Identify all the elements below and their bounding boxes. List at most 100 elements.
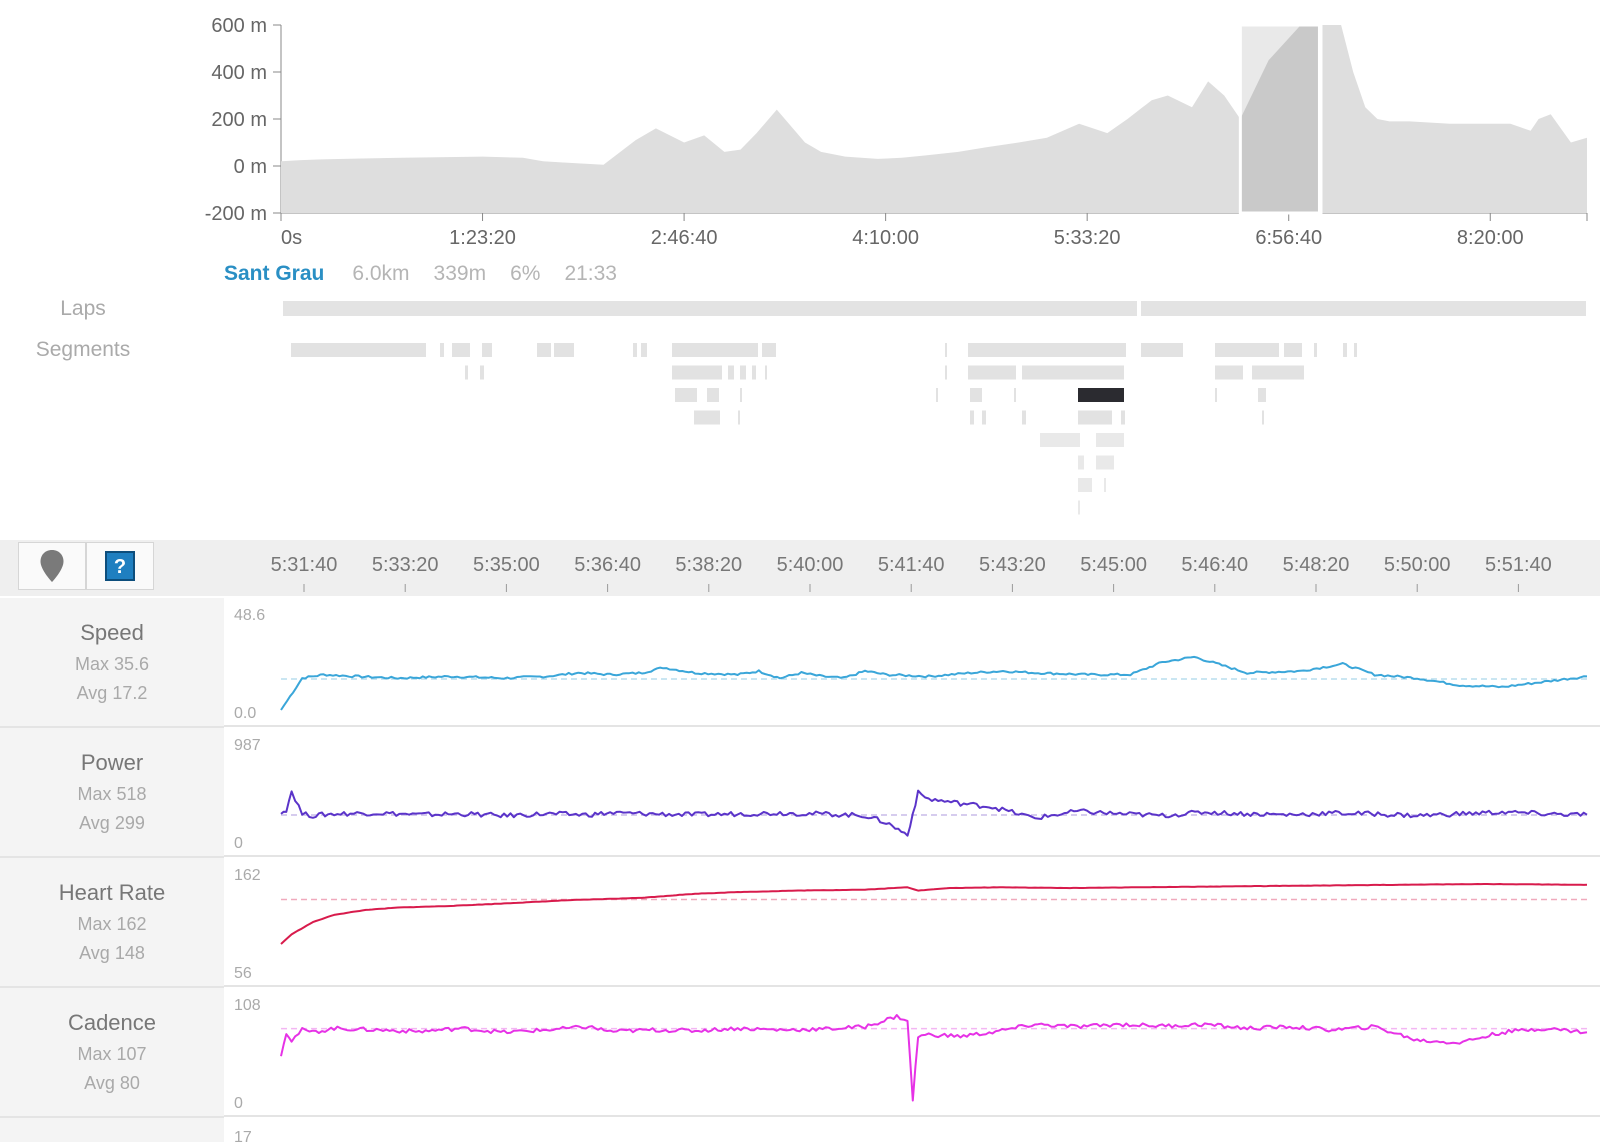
segment-name[interactable]: Sant Grau	[224, 262, 325, 285]
segment-bar[interactable]	[762, 343, 776, 357]
metric-max: Max 518	[77, 784, 147, 804]
y-tick-label: 600 m	[211, 15, 267, 37]
segment-bar[interactable]	[707, 388, 719, 402]
cadence-chart[interactable]: 108 0	[224, 988, 1600, 1117]
help-button[interactable]: ?	[86, 542, 154, 590]
x-tick-label: 4:10:00	[852, 227, 919, 249]
next-chart: 17	[224, 1118, 1600, 1142]
segment-bar[interactable]	[1215, 388, 1217, 402]
segments-track[interactable]	[291, 343, 1357, 515]
selected-segment-info: Sant Grau 6.0km 339m 6% 21:33	[224, 262, 641, 286]
segments-label: Segments	[35, 338, 131, 361]
segment-bar[interactable]	[1104, 478, 1106, 492]
segment-bar[interactable]	[452, 343, 470, 357]
segment-bar[interactable]	[1014, 388, 1016, 402]
help-icon: ?	[105, 551, 135, 581]
segment-bar[interactable]	[1343, 343, 1347, 357]
segment-bar[interactable]	[1022, 410, 1026, 425]
y-max-label: 17	[234, 1129, 252, 1142]
segment-bar[interactable]	[1354, 343, 1357, 357]
map-toggle-button[interactable]	[18, 542, 86, 590]
segment-bar[interactable]	[945, 343, 947, 357]
segment-bar[interactable]	[1096, 433, 1124, 447]
segment-bar[interactable]	[1262, 410, 1264, 425]
segment-bar[interactable]	[291, 343, 426, 357]
segment-bar[interactable]	[675, 388, 697, 402]
svg-text:?: ?	[114, 556, 126, 578]
segment-bar[interactable]	[1141, 343, 1183, 357]
segment-bar[interactable]	[1040, 433, 1080, 447]
metric-title: Speed	[80, 620, 144, 645]
power-chart[interactable]: 987 0	[224, 728, 1600, 857]
segment-bar[interactable]	[1078, 410, 1112, 425]
series-line[interactable]	[280, 789, 1588, 837]
laps-track[interactable]	[283, 301, 1586, 316]
segment-bar[interactable]	[482, 343, 492, 357]
segment-bar[interactable]	[936, 388, 938, 402]
stream-charts[interactable]: 5:31:40 5:33:20 5:35:00 5:36:40 5:38:20 5:40:…	[0, 540, 1600, 1142]
segment-bar[interactable]	[537, 343, 551, 357]
segment-bar[interactable]	[765, 365, 767, 380]
map-pin-icon	[40, 550, 64, 582]
segment-bar[interactable]	[633, 343, 637, 357]
time-tick-label: 5:46:40	[1181, 554, 1248, 576]
elevation-chart[interactable]: 600 m 400 m 200 m 0 m -200 m 0s 1:23:20 2:46:40…	[0, 0, 1600, 540]
segment-bar[interactable]	[672, 365, 722, 380]
metric-avg: Avg 80	[84, 1073, 140, 1093]
segment-bar[interactable]	[554, 343, 574, 357]
segment-bar-selected[interactable]	[1078, 388, 1124, 402]
segment-bar[interactable]	[945, 365, 947, 380]
speed-chart[interactable]: 48.6 0.0	[224, 598, 1600, 727]
time-tick-label: 5:43:20	[979, 554, 1046, 576]
heart-rate-panel: Heart Rate Max 162 Avg 148	[0, 858, 224, 988]
speed-panel: Speed Max 35.6 Avg 17.2	[0, 598, 224, 728]
segment-bar[interactable]	[440, 343, 444, 357]
segment-bar[interactable]	[728, 365, 734, 380]
next-metric-panel	[0, 1118, 224, 1142]
stream-toolbar: ?	[0, 540, 1600, 596]
segment-bar[interactable]	[1121, 410, 1125, 425]
time-tick-label: 5:35:00	[473, 554, 540, 576]
segment-bar[interactable]	[1252, 365, 1304, 380]
segment-bar[interactable]	[982, 410, 986, 425]
y-min-label: 0	[234, 835, 243, 852]
series-line[interactable]	[280, 655, 1588, 711]
segment-bar[interactable]	[1314, 343, 1317, 357]
y-max-label: 48.6	[234, 607, 265, 624]
segment-bar[interactable]	[740, 388, 742, 402]
segment-bar[interactable]	[1022, 365, 1124, 380]
segment-bar[interactable]	[752, 365, 756, 380]
series-line[interactable]	[280, 1014, 1588, 1102]
segment-bar[interactable]	[1215, 365, 1243, 380]
segment-time: 21:33	[564, 262, 617, 285]
time-tick-label: 5:36:40	[574, 554, 641, 576]
segment-bar[interactable]	[694, 410, 720, 425]
segment-bar[interactable]	[970, 410, 974, 425]
segment-bar[interactable]	[1078, 500, 1080, 515]
series-line[interactable]	[280, 883, 1588, 945]
segment-bar[interactable]	[1096, 455, 1114, 470]
heart-rate-chart[interactable]: 162 56	[224, 858, 1600, 987]
segment-distance: 6.0km	[352, 262, 410, 285]
segment-bar[interactable]	[1284, 343, 1302, 357]
segment-bar[interactable]	[672, 343, 758, 357]
segment-bar[interactable]	[738, 410, 740, 425]
segment-bar[interactable]	[465, 365, 468, 380]
y-tick-label: 400 m	[211, 62, 267, 84]
elevation-axes: 600 m 400 m 200 m 0 m -200 m 0s 1:23:20 2:46:40…	[205, 15, 1588, 249]
laps-label: Laps	[60, 297, 106, 320]
elevation-area[interactable]	[281, 23, 1587, 215]
segment-bar[interactable]	[970, 388, 982, 402]
metric-avg: Avg 148	[79, 943, 145, 963]
segment-bar[interactable]	[1258, 388, 1266, 402]
segment-bar[interactable]	[968, 343, 1126, 357]
segment-bar[interactable]	[1215, 343, 1279, 357]
time-tick-label: 5:48:20	[1283, 554, 1350, 576]
segment-bar[interactable]	[968, 365, 1016, 380]
segment-bar[interactable]	[740, 365, 746, 380]
segment-bar[interactable]	[1078, 455, 1084, 470]
segment-bar[interactable]	[641, 343, 647, 357]
segment-bar[interactable]	[480, 365, 484, 380]
segment-bar[interactable]	[1078, 478, 1092, 492]
y-tick-label: 200 m	[211, 109, 267, 131]
